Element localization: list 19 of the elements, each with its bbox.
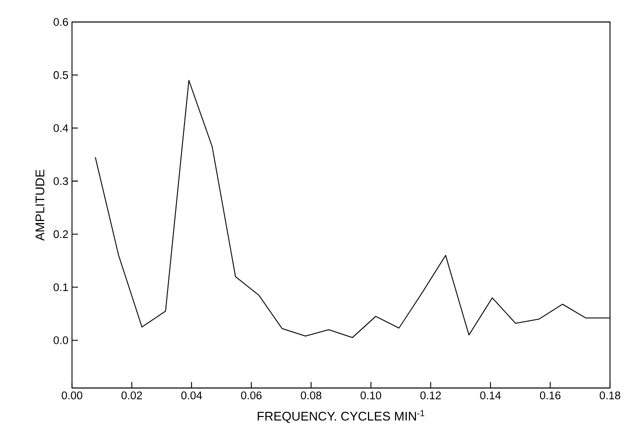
x-tick-label: 0.06 [241, 392, 262, 400]
x-tick-label: 0.00 [62, 392, 82, 400]
x-tick-label: 0.04 [181, 392, 202, 400]
y-axis-title: AMPLITUDE [36, 170, 44, 241]
x-tick-label: 0.18 [600, 392, 620, 400]
x-tick-label: 0.12 [420, 392, 441, 400]
y-tick-label: 0.0 [54, 336, 68, 344]
y-tick-label: 0.6 [54, 18, 68, 26]
y-tick-label: 0.1 [54, 283, 68, 292]
x-tick-label: 0.14 [480, 392, 501, 400]
y-tick-label: 0.5 [54, 71, 68, 79]
x-tick-label: 0.10 [360, 392, 382, 400]
x-axis-title: FREQUENCY. CYCLES MIN$^{-1}$ [258, 410, 424, 423]
x-tick-label: 0.08 [300, 392, 322, 400]
x-tick-label: 0.02 [122, 392, 142, 400]
y-tick-label: 0.3 [54, 177, 68, 186]
y-tick-label: 0.4 [54, 124, 68, 132]
y-tick-label: 0.2 [54, 230, 68, 238]
x-tick-label: 0.16 [540, 392, 560, 400]
